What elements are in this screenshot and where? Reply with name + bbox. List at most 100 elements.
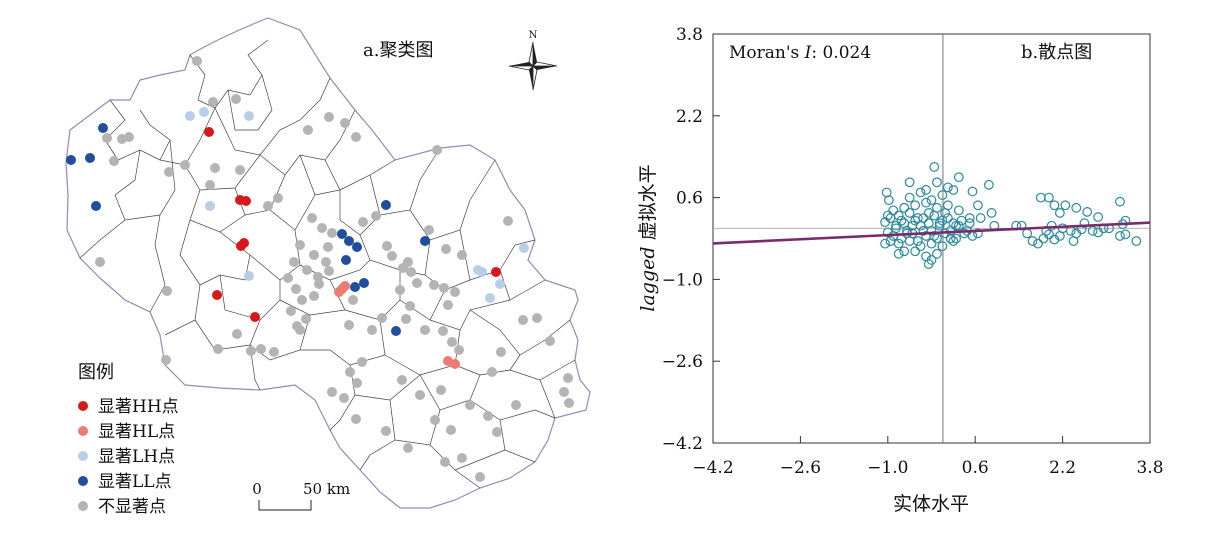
nonsignificant-point <box>283 273 293 283</box>
data-point <box>921 197 931 208</box>
nonsignificant-point <box>454 345 464 355</box>
hh-point <box>239 238 249 248</box>
nonsignificant-point <box>532 313 542 323</box>
nonsignificant-point <box>345 367 355 377</box>
data-point <box>1082 207 1093 217</box>
hh-point <box>204 127 214 137</box>
ll-point <box>420 236 430 246</box>
x-tick-label: −4.2 <box>692 458 733 478</box>
nonsignificant-point <box>273 193 283 203</box>
nonsignificant-point <box>412 278 422 288</box>
nonsignificant-point <box>348 295 358 305</box>
nonsignificant-point <box>457 453 467 463</box>
nonsignificant-point <box>192 56 202 66</box>
legend-marker <box>78 476 88 486</box>
nonsignificant-point <box>438 326 448 336</box>
data-point <box>1087 225 1098 236</box>
lh-point <box>519 243 529 253</box>
data-point <box>1054 208 1065 218</box>
nonsignificant-point <box>324 112 334 122</box>
x-tick-label: −1.0 <box>867 458 908 478</box>
nonsignificant-point <box>321 257 331 267</box>
nonsignificant-point <box>314 279 324 289</box>
nonsignificant-point <box>382 241 392 251</box>
nonsignificant-point <box>415 390 425 400</box>
nonsignificant-point <box>124 132 134 142</box>
data-point <box>1131 236 1142 246</box>
data-point <box>1068 236 1079 246</box>
y-tick-label: 3.8 <box>676 25 703 45</box>
data-point <box>1079 218 1090 229</box>
nonsignificant-point <box>465 400 475 410</box>
data-point <box>1115 196 1125 207</box>
legend-label: 不显著点 <box>98 497 166 517</box>
legend-label: 显著LL点 <box>98 472 172 492</box>
data-point <box>1093 212 1104 222</box>
data-point <box>907 220 918 231</box>
nonsignificant-point <box>381 426 391 436</box>
data-point <box>967 186 978 197</box>
lh-point <box>199 107 209 117</box>
nonsignificant-point <box>403 443 413 453</box>
nonsignificant-point <box>357 357 367 367</box>
y-axis-label: lagged 虚拟水平 <box>637 164 659 311</box>
data-point <box>1046 220 1057 231</box>
nonsignificant-point <box>406 267 416 277</box>
nonsignificant-point <box>492 427 502 437</box>
nonsignificant-point <box>339 393 349 403</box>
nonsignificant-point <box>210 163 220 173</box>
legend-marker <box>78 426 88 436</box>
nonsignificant-point <box>487 367 497 377</box>
data-point <box>921 185 931 195</box>
legend-title: 图例 <box>78 362 114 383</box>
data-point <box>893 248 904 259</box>
scatter-points <box>880 162 1142 269</box>
nonsignificant-point <box>340 118 350 128</box>
y-tick-label: −2.6 <box>662 352 703 372</box>
data-point <box>915 187 926 198</box>
data-point <box>893 238 904 249</box>
data-point <box>956 215 967 226</box>
nonsignificant-point <box>503 216 513 226</box>
ll-point <box>337 229 347 239</box>
nonsignificant-point <box>309 250 319 260</box>
nonsignificant-point <box>269 347 279 357</box>
nonsignificant-point <box>295 240 305 250</box>
data-point <box>1044 192 1054 203</box>
moran-value: : 0.024 <box>811 43 871 63</box>
nonsignificant-point <box>443 300 453 310</box>
lh-point <box>205 201 215 211</box>
lh-point <box>244 111 254 121</box>
lh-point <box>244 271 254 281</box>
data-point <box>942 182 953 193</box>
nonsignificant-point <box>295 325 305 335</box>
nonsignificant-point <box>439 283 449 293</box>
data-point <box>964 213 975 223</box>
nonsignificant-point <box>420 325 430 335</box>
data-point <box>1033 238 1043 249</box>
y-axis-label-text: 虚拟水平 <box>637 164 659 246</box>
nonsignificant-point <box>545 336 555 346</box>
nonsignificant-point <box>323 242 333 252</box>
data-point <box>912 213 923 223</box>
nonsignificant-point <box>327 387 337 397</box>
ll-point <box>85 153 95 163</box>
nonsignificant-point <box>162 286 172 296</box>
nonsignificant-point <box>352 378 362 388</box>
data-point <box>882 210 893 221</box>
nonsignificant-point <box>307 213 317 223</box>
data-point <box>882 227 893 238</box>
x-axis-label: 实体水平 <box>893 493 969 515</box>
data-point <box>937 190 948 200</box>
data-point <box>937 241 948 252</box>
nonsignificant-point <box>559 387 569 397</box>
nonsignificant-point <box>213 344 223 354</box>
map-points <box>66 56 574 482</box>
data-point <box>1035 192 1046 203</box>
moran-annotation: Moran's I: 0.024 <box>729 43 871 63</box>
regression-line <box>712 221 1151 245</box>
data-point <box>1049 200 1060 211</box>
